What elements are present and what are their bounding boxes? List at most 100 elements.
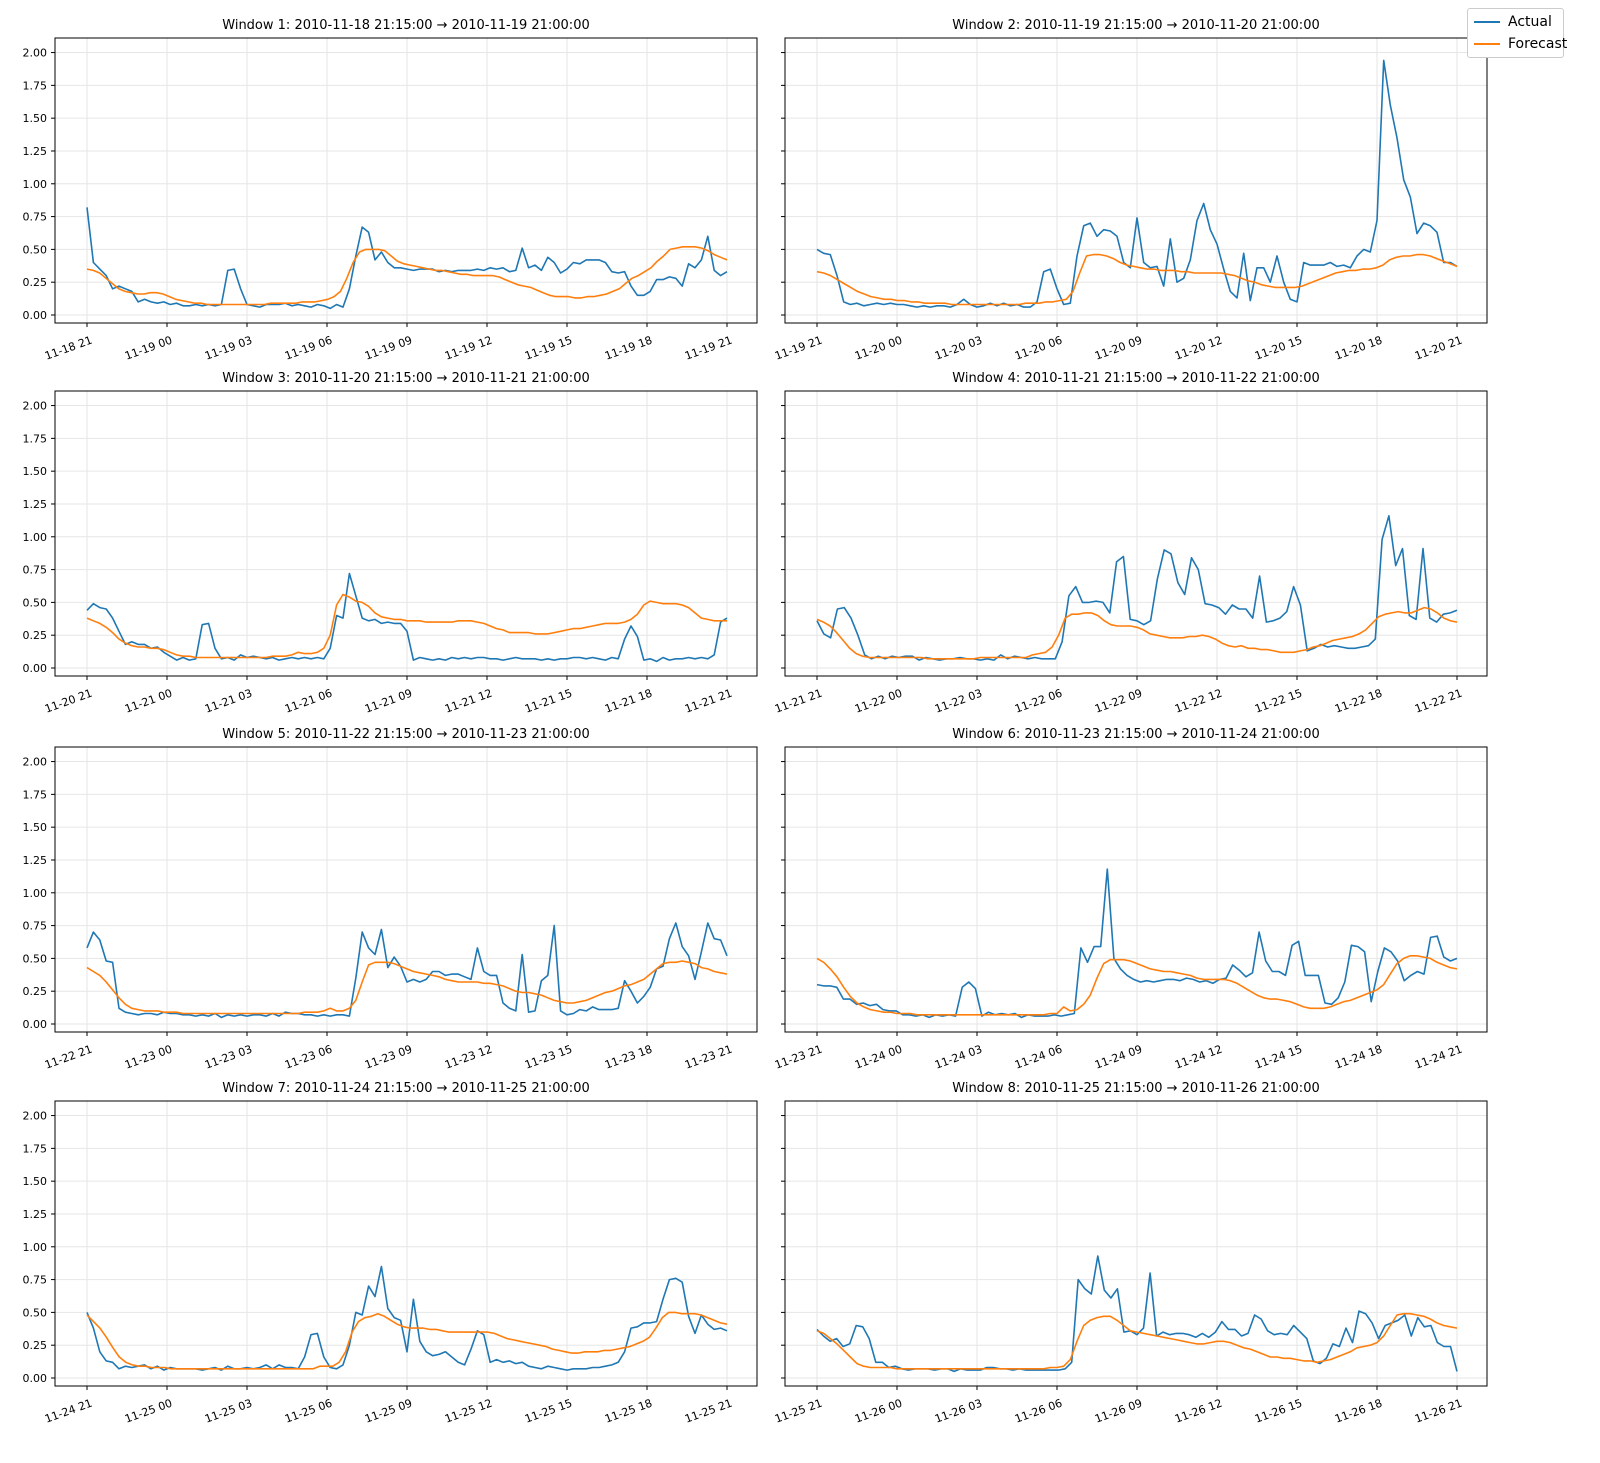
x-tick-label: 11-24 18 — [1333, 1043, 1384, 1072]
x-tick-label: 11-25 21 — [683, 1397, 734, 1426]
x-tick-label: 11-18 21 — [43, 334, 94, 363]
legend-label-actual: Actual — [1508, 14, 1552, 30]
x-tick-label: 11-26 03 — [933, 1397, 984, 1426]
subplot-title: Window 7: 2010-11-24 21:15:00 → 2010-11-… — [222, 1081, 589, 1096]
subplot-title: Window 8: 2010-11-25 21:15:00 → 2010-11-… — [952, 1081, 1319, 1096]
y-tick-label: 1.75 — [23, 79, 48, 92]
subplot-title: Window 2: 2010-11-19 21:15:00 → 2010-11-… — [952, 18, 1319, 33]
series-line-actual — [86, 922, 728, 1019]
y-tick-label: 1.50 — [23, 1175, 48, 1188]
subplot-5: 0.00 0.25 0.50 0.75 1.00 1.25 1.50 1.75 2.00 11-2… — [23, 727, 758, 1072]
x-tick-label: 11-20 21 — [43, 687, 94, 716]
y-tick-label: 1.75 — [23, 788, 48, 801]
subplot-4: 11-21 21 11-22 00 11-22 03 11-22 06 11-22 09… — [773, 371, 1488, 716]
x-tick-label: 11-24 21 — [43, 1397, 94, 1426]
x-tick-label: 11-19 03 — [203, 334, 254, 363]
x-tick-label: 11-26 18 — [1333, 1397, 1384, 1426]
x-tick-label: 11-21 21 — [773, 687, 824, 716]
series-line-actual — [86, 572, 728, 663]
subplot-3: 0.00 0.25 0.50 0.75 1.00 1.25 1.50 1.75 2.00 11-2… — [23, 371, 758, 716]
subplot-7: 0.00 0.25 0.50 0.75 1.00 1.25 1.50 1.75 2.00 11-2… — [23, 1081, 758, 1426]
x-tick-label: 11-26 15 — [1253, 1397, 1304, 1426]
y-tick-label: 0.25 — [23, 985, 48, 998]
y-tick-label: 2.00 — [23, 47, 48, 60]
series-line-forecast — [86, 246, 728, 306]
x-tick-label: 11-24 03 — [933, 1043, 984, 1072]
plot-frame — [54, 37, 758, 324]
y-tick-label: 0.50 — [23, 596, 48, 609]
legend-item-forecast: Forecast — [1474, 34, 1567, 54]
x-tick-label: 11-25 15 — [523, 1397, 574, 1426]
x-tick-label: 11-24 00 — [853, 1043, 904, 1072]
series-line-forecast — [816, 606, 1458, 660]
series-line-actual — [86, 207, 728, 310]
x-tick-label: 11-22 03 — [933, 687, 984, 716]
x-tick-label: 11-19 21 — [773, 334, 824, 363]
y-tick-label: 1.00 — [23, 531, 48, 544]
x-tick-label: 11-20 21 — [1413, 334, 1464, 363]
subplot-2: 11-19 21 11-20 00 11-20 03 11-20 06 11-20 09… — [773, 18, 1488, 363]
x-tick-label: 11-19 18 — [603, 334, 654, 363]
subplot-title: Window 5: 2010-11-22 21:15:00 → 2010-11-… — [222, 727, 589, 742]
series-line-forecast — [816, 954, 1458, 1016]
x-tick-label: 11-22 12 — [1173, 687, 1224, 716]
x-tick-label: 11-20 15 — [1253, 334, 1304, 363]
x-tick-label: 11-26 21 — [1413, 1397, 1464, 1426]
x-tick-label: 11-25 09 — [363, 1397, 414, 1426]
y-tick-label: 1.75 — [23, 1142, 48, 1155]
x-tick-label: 11-21 09 — [363, 687, 414, 716]
x-tick-label: 11-23 12 — [443, 1043, 494, 1072]
x-tick-label: 11-24 15 — [1253, 1043, 1304, 1072]
x-tick-label: 11-20 18 — [1333, 334, 1384, 363]
legend-label-forecast: Forecast — [1508, 36, 1568, 52]
x-tick-label: 11-26 12 — [1173, 1397, 1224, 1426]
x-tick-label: 11-21 03 — [203, 687, 254, 716]
y-tick-label: 0.00 — [23, 309, 48, 322]
x-tick-label: 11-20 00 — [853, 334, 904, 363]
x-tick-label: 11-26 06 — [1013, 1397, 1064, 1426]
plot-frame — [784, 37, 1488, 324]
subplot-title: Window 3: 2010-11-20 21:15:00 → 2010-11-… — [222, 371, 589, 386]
x-tick-label: 11-23 15 — [523, 1043, 574, 1072]
plot-frame — [784, 746, 1488, 1033]
x-tick-label: 11-25 00 — [123, 1397, 174, 1426]
x-tick-label: 11-20 12 — [1173, 334, 1224, 363]
x-tick-label: 11-19 15 — [523, 334, 574, 363]
x-tick-label: 11-25 06 — [283, 1397, 334, 1426]
x-tick-label: 11-19 21 — [683, 334, 734, 363]
x-tick-label: 11-24 12 — [1173, 1043, 1224, 1072]
x-tick-label: 11-23 21 — [683, 1043, 734, 1072]
y-tick-label: 0.50 — [23, 952, 48, 965]
x-tick-label: 11-20 06 — [1013, 334, 1064, 363]
x-tick-label: 11-21 06 — [283, 687, 334, 716]
x-tick-label: 11-20 09 — [1093, 334, 1144, 363]
y-tick-label: 0.25 — [23, 629, 48, 642]
series-line-actual — [816, 59, 1458, 308]
y-tick-label: 0.50 — [23, 243, 48, 256]
x-tick-label: 11-19 12 — [443, 334, 494, 363]
y-tick-label: 1.25 — [23, 854, 48, 867]
legend: Actual Forecast — [1467, 8, 1567, 58]
plot-frame — [784, 1100, 1488, 1387]
x-tick-label: 11-22 18 — [1333, 687, 1384, 716]
y-tick-label: 0.00 — [23, 1372, 48, 1385]
x-tick-label: 11-25 18 — [603, 1397, 654, 1426]
y-tick-label: 0.75 — [23, 211, 48, 224]
x-tick-label: 11-20 03 — [933, 334, 984, 363]
x-tick-label: 11-22 06 — [1013, 687, 1064, 716]
y-tick-label: 0.75 — [23, 1274, 48, 1287]
subplot-title: Window 6: 2010-11-23 21:15:00 → 2010-11-… — [952, 727, 1319, 742]
y-tick-label: 0.25 — [23, 276, 48, 289]
plot-frame — [54, 390, 758, 677]
x-tick-label: 11-24 09 — [1093, 1043, 1144, 1072]
subplot-8: 11-25 21 11-26 00 11-26 03 11-26 06 11-26 09… — [773, 1081, 1488, 1426]
x-tick-label: 11-19 09 — [363, 334, 414, 363]
x-tick-label: 11-22 21 — [43, 1043, 94, 1072]
x-tick-label: 11-24 06 — [1013, 1043, 1064, 1072]
x-tick-label: 11-25 21 — [773, 1397, 824, 1426]
y-tick-label: 0.75 — [23, 920, 48, 933]
legend-swatch-forecast — [1474, 43, 1500, 45]
legend-swatch-actual — [1474, 21, 1500, 23]
series-line-forecast — [816, 253, 1458, 306]
